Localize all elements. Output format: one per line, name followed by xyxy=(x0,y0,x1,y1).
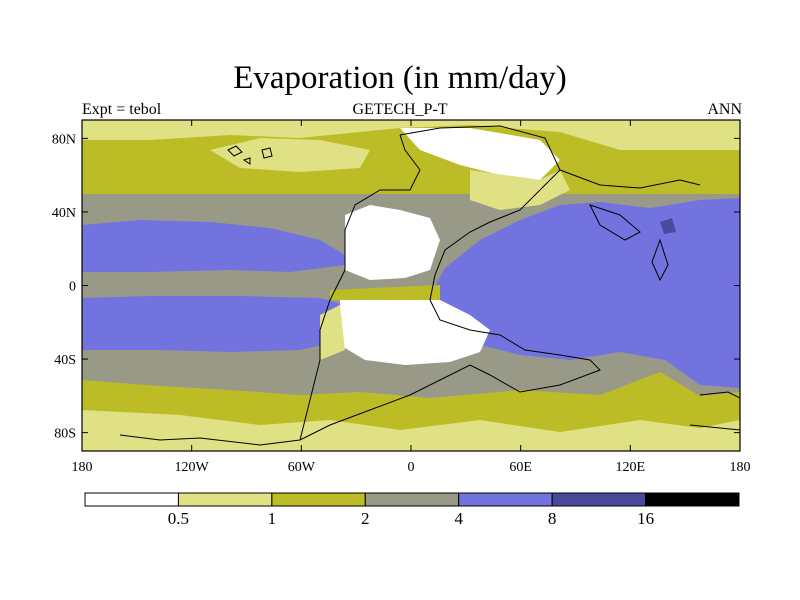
x-tick-label: 60W xyxy=(288,460,316,475)
y-tick-label: 40S xyxy=(54,353,76,368)
legend-swatch xyxy=(645,492,740,507)
field-gondwana-dry xyxy=(340,292,490,365)
x-tick-label: 180 xyxy=(72,460,93,475)
field-laurasia-dry xyxy=(345,205,440,280)
x-tick-label: 120W xyxy=(175,460,210,475)
legend-swatch xyxy=(364,492,460,507)
legend-label: 4 xyxy=(454,509,463,528)
legend-label: 2 xyxy=(361,509,370,528)
field-asia-05-1 xyxy=(470,170,570,210)
legend-label: 1 xyxy=(268,509,277,528)
legend-label: 16 xyxy=(637,509,654,528)
field-south-05-1 xyxy=(82,410,740,451)
field-coast-05-1 xyxy=(320,305,345,360)
pangaea-outline xyxy=(119,125,601,446)
island-outline xyxy=(651,238,669,282)
north-coast-outline xyxy=(559,169,701,241)
legend-swatch xyxy=(84,492,179,507)
legend-swatch xyxy=(551,492,647,507)
legend-swatch xyxy=(458,492,553,507)
x-axis: 180 120W 60W 0 60E 120E 180 xyxy=(72,120,751,475)
x-tick-label: 180 xyxy=(730,460,751,475)
y-tick-label: 80N xyxy=(52,132,76,147)
chart-title: Evaporation (in mm/day) xyxy=(233,60,567,96)
legend-label: 0.5 xyxy=(168,509,189,528)
legend-swatch xyxy=(177,492,273,507)
field-north-05-1 xyxy=(82,120,740,150)
field-tethys-4-8 xyxy=(430,198,740,388)
y-tick-label: 80S xyxy=(54,427,76,442)
field-north-dry xyxy=(400,128,560,180)
x-tick-label: 60E xyxy=(509,460,532,475)
legend-label: 8 xyxy=(548,509,557,528)
y-tick-label: 40N xyxy=(52,206,76,221)
experiment-label: Expt = tebol xyxy=(82,101,162,118)
season-label: ANN xyxy=(707,101,742,118)
model-label: GETECH_P-T xyxy=(352,101,448,118)
field-8-16-spot xyxy=(660,218,676,234)
x-tick-label: 0 xyxy=(408,460,415,475)
map-field xyxy=(82,120,740,451)
field-pacific-south-4-8 xyxy=(82,296,345,352)
field-pacific-north-4-8 xyxy=(82,220,345,272)
x-tick-label: 120E xyxy=(616,460,646,475)
color-legend: 0.5 1 2 4 8 16 xyxy=(84,492,740,528)
field-equatorial-1-2 xyxy=(330,285,440,300)
arctic-islands-outline xyxy=(227,145,273,165)
y-tick-label: 0 xyxy=(69,280,76,295)
south-coast-outline xyxy=(689,391,740,431)
coastlines xyxy=(119,125,740,446)
legend-swatch xyxy=(271,492,366,507)
y-axis: 80N 40N 0 40S 80S xyxy=(52,132,740,442)
